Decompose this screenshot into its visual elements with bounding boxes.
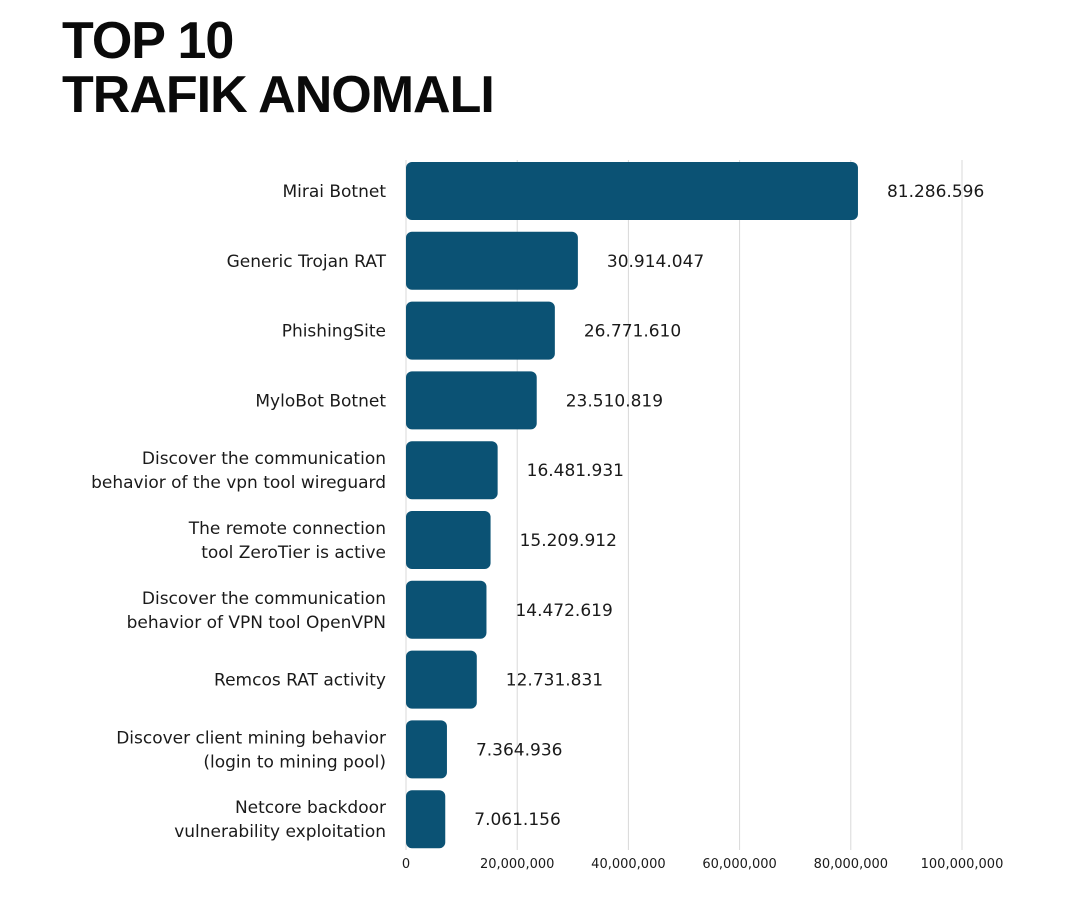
bar [406,511,491,569]
value-label: 23.510.819 [566,391,663,411]
bar [406,790,446,849]
value-label: 16.481.931 [527,461,624,481]
category-label: behavior of VPN tool OpenVPN [127,613,386,633]
bar [406,720,447,779]
value-label: 7.364.936 [476,740,563,760]
value-label: 12.731.831 [506,671,603,691]
value-label: 15.209.912 [520,531,617,551]
bar [406,650,477,709]
x-tick-label: 20,000,000 [480,857,554,872]
category-label: behavior of the vpn tool wireguard [91,473,386,493]
chart-title-line-2: TRAFIK ANOMALI [62,66,495,124]
x-tick-label: 0 [402,857,410,872]
bar [406,231,578,290]
category-label: Generic Trojan RAT [227,252,387,272]
bar [406,441,498,500]
x-tick-label: 40,000,000 [591,857,665,872]
value-label: 7.061.156 [474,810,561,830]
chart-title-line-1: TOP 10 [62,12,234,70]
x-tick-label: 100,000,000 [921,857,1004,872]
category-label: The remote connection [188,519,386,539]
category-label: Mirai Botnet [282,182,386,202]
value-label: 14.472.619 [515,601,612,621]
bar [406,580,487,639]
x-tick-label: 60,000,000 [702,857,776,872]
x-tick-label: 80,000,000 [814,857,888,872]
bar [406,301,555,360]
category-label: tool ZeroTier is active [201,543,386,563]
value-label: 26.771.610 [584,322,681,342]
category-label: Discover the communication [142,589,386,609]
category-label: PhishingSite [282,322,386,342]
category-label: MyloBot Botnet [255,391,386,411]
value-label: 81.286.596 [887,182,984,202]
category-label: Remcos RAT activity [214,671,386,691]
category-label: vulnerability exploitation [174,822,386,842]
bar [406,371,537,430]
category-label: Discover the communication [142,449,386,469]
category-label: (login to mining pool) [203,752,386,772]
category-label: Discover client mining behavior [116,728,386,748]
chart-title: TOP 10 TRAFIK ANOMALI [62,12,495,124]
value-label: 30.914.047 [607,252,704,272]
category-label: Netcore backdoor [235,798,386,818]
bar [406,162,858,220]
